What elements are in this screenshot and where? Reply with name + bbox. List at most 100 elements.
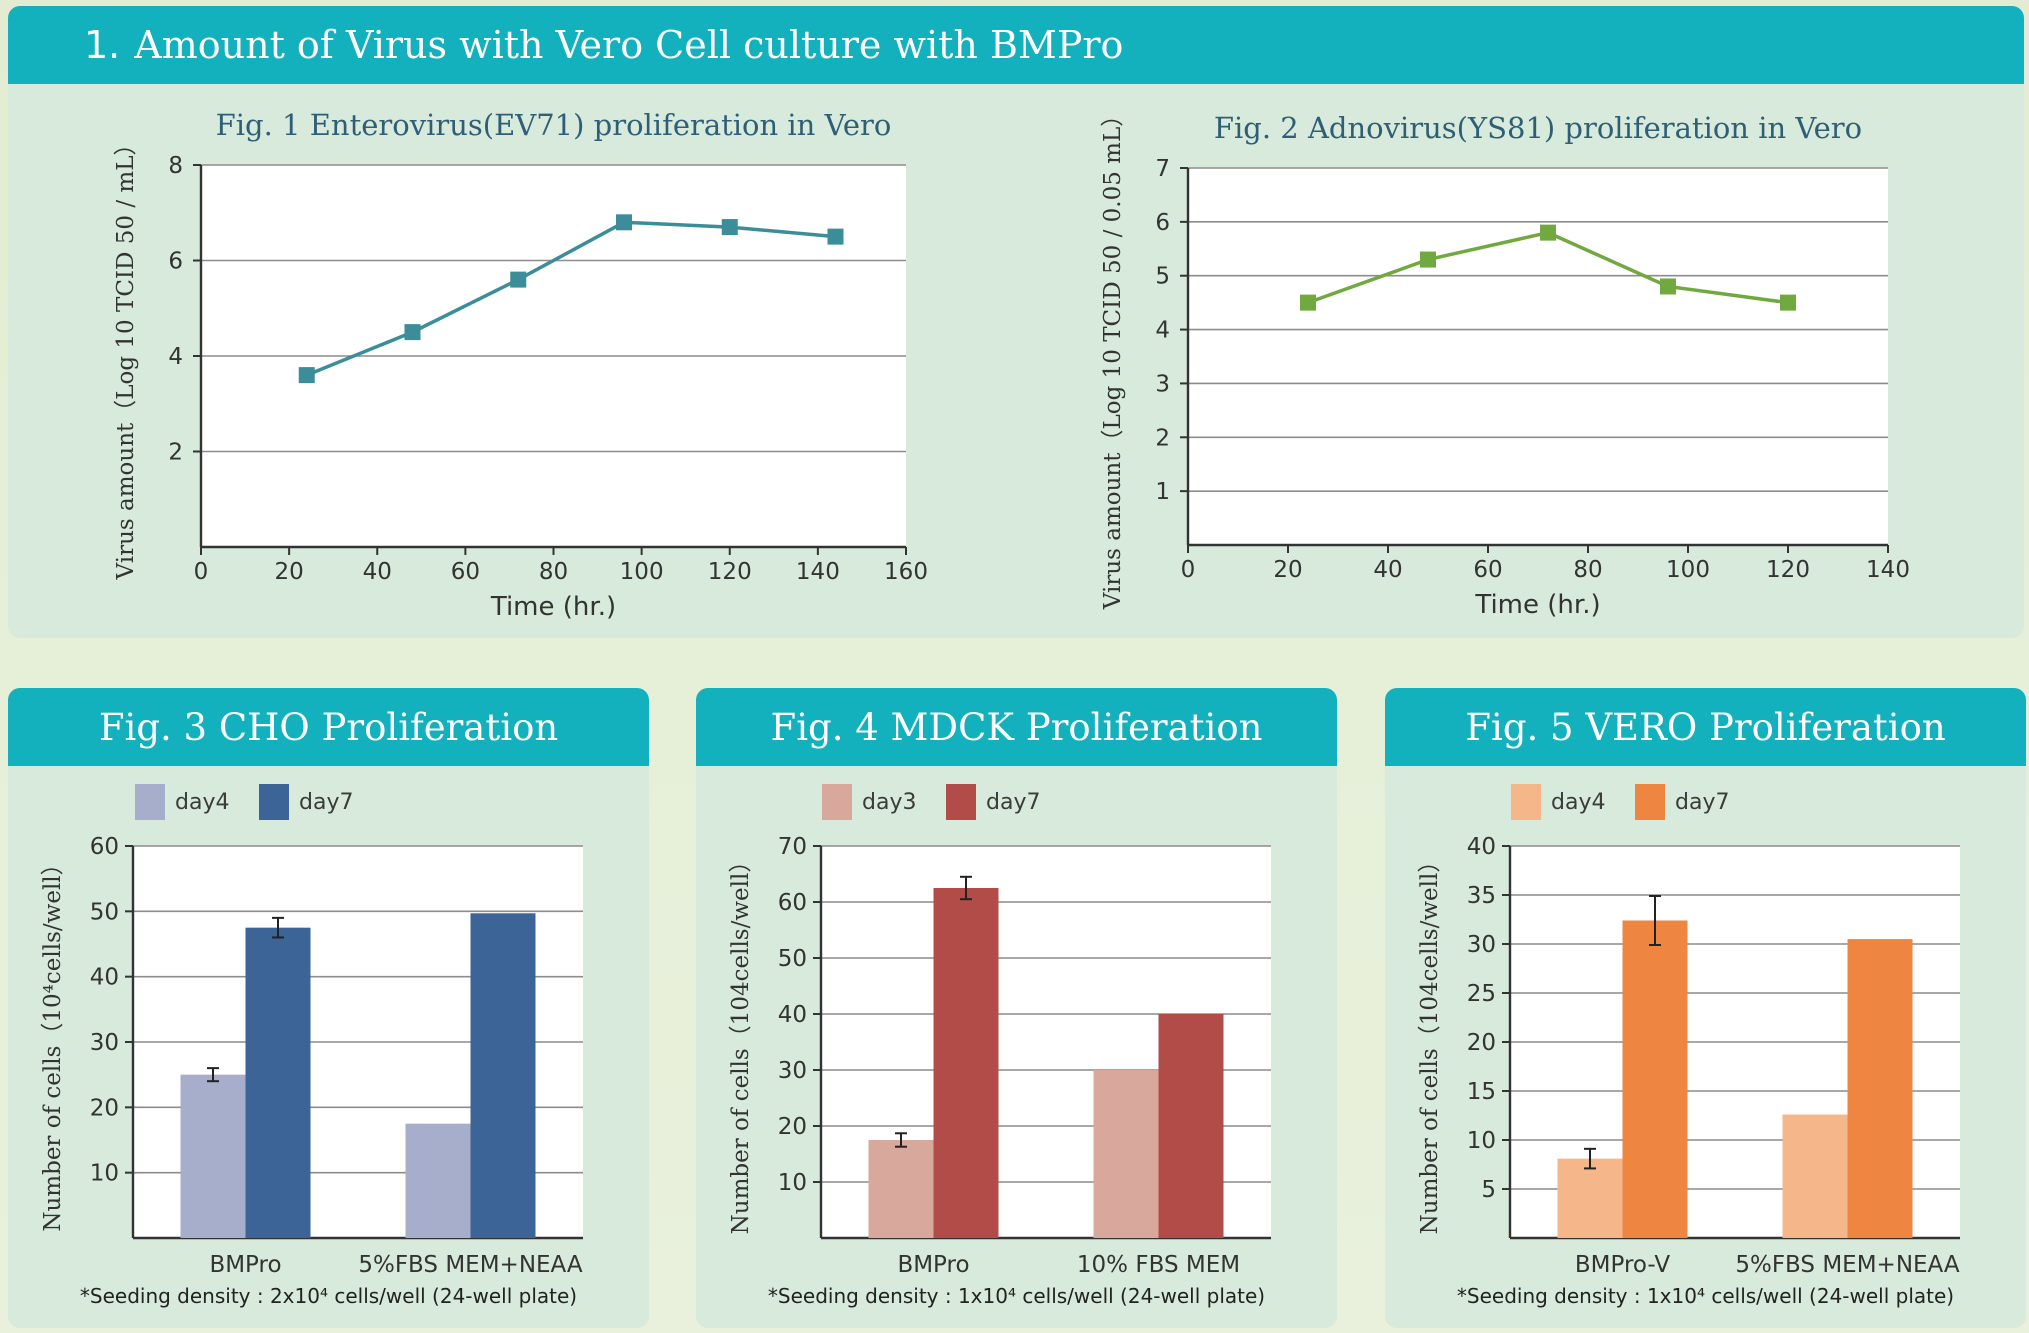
fig5-bar: [1782, 1114, 1848, 1238]
fig3-bar: [405, 1123, 471, 1238]
fig1-x-tick-label: 60: [451, 559, 480, 585]
fig5-category-label: 5%FBS MEM+NEAA: [1735, 1252, 1960, 1278]
fig3-footnote: *Seeding density : 2x10⁴ cells/well (24-…: [79, 1284, 578, 1308]
fig2-data-point: [1540, 224, 1556, 241]
fig1-x-tick-label: 100: [620, 559, 664, 585]
fig4-legend: day3 day7: [696, 784, 1337, 824]
fig5-category-label: BMPro-V: [1575, 1252, 1670, 1278]
fig4-bar: [868, 1140, 934, 1238]
fig5-legend-item-b: day7: [1635, 784, 1729, 820]
fig2-y-tick-label: 3: [1155, 371, 1170, 397]
fig1-data-point: [827, 228, 844, 245]
fig1-data-point: [721, 219, 738, 236]
fig2-title-prefix: Fig. 2: [1214, 111, 1308, 145]
section-title: Amount of Virus with Vero Cell culture w…: [134, 23, 1124, 67]
fig2-x-tick-label: 80: [1573, 557, 1602, 583]
fig5-header: Fig. 5 VERO Proliferation: [1385, 688, 2026, 766]
fig1-x-tick-label: 20: [274, 559, 303, 585]
fig4-y-label: Number of cells（104cells/well）: [728, 850, 754, 1235]
fig1-x-tick-label: 80: [539, 559, 568, 585]
fig1-y-tick-label: 2: [168, 440, 183, 466]
fig1-x-tick-label: 120: [708, 559, 752, 585]
fig2-plot-area: [1188, 168, 1888, 545]
fig4-y-tick-label: 70: [778, 834, 807, 860]
fig5-y-tick-label: 15: [1467, 1079, 1496, 1105]
fig2-y-tick-label: 6: [1155, 210, 1170, 236]
fig4-legend-item-a: day3: [822, 784, 916, 820]
virus-amount-panel: 1. Amount of Virus with Vero Cell cultur…: [8, 6, 2024, 638]
fig1-y-tick-label: 8: [168, 153, 183, 179]
section-header: 1. Amount of Virus with Vero Cell cultur…: [8, 6, 2024, 84]
fig3-chart: 10 20 30 40 50 60 Number of cells（10⁴cells/wel…: [40, 834, 583, 1278]
fig3-y-tick-label: 40: [90, 965, 119, 991]
fig3-bar: [180, 1074, 246, 1238]
fig3-y-label: Number of cells（10⁴cells/well）: [40, 852, 66, 1231]
fig2-x-tick-label: 60: [1473, 557, 1502, 583]
fig4-title: Fig. 4 MDCK Proliferation: [770, 705, 1263, 749]
fig5-legend-swatch-a: [1511, 784, 1541, 820]
fig3-legend: day4 day7: [8, 784, 649, 824]
fig4-legend-label-a: day3: [862, 789, 917, 815]
fig3-legend-swatch-b: [259, 784, 289, 820]
fig5-legend-swatch-b: [1635, 784, 1665, 820]
fig2-y-tick-label: 4: [1155, 318, 1170, 344]
fig5-chart: 5 10 15 20 25 30 35 40 Number of cells（104cells/…: [1417, 834, 1960, 1278]
fig1-data-point: [404, 324, 421, 341]
fig3-bar: [245, 927, 311, 1238]
fig5-legend-label-b: day7: [1675, 789, 1730, 815]
fig3-y-tick-label: 30: [90, 1030, 119, 1056]
fig4-legend-swatch-b: [946, 784, 976, 820]
fig2-x-tick-label: 100: [1666, 557, 1710, 583]
fig4-bar: [1093, 1070, 1159, 1238]
fig5-legend: day4 day7: [1385, 784, 2026, 824]
fig3-category-label: 5%FBS MEM+NEAA: [358, 1252, 583, 1278]
fig4-bar: [933, 888, 999, 1238]
fig2-x-label: Time (hr.): [1474, 590, 1600, 620]
fig2-data-point: [1300, 294, 1316, 311]
fig5-footnote: *Seeding density : 1x10⁴ cells/well (24-…: [1456, 1284, 1955, 1308]
fig5-panel: Fig. 5 VERO Proliferation day4 day7 5 10 1…: [1385, 688, 2026, 1328]
fig5-y-tick-label: 40: [1467, 834, 1496, 860]
fig3-title: Fig. 3 CHO Proliferation: [98, 705, 559, 749]
fig2-x-tick-label: 40: [1373, 557, 1402, 583]
fig1-data-point: [298, 367, 315, 384]
fig4-chart: 10 20 30 40 50 60 70 Number of cells（104cells/w…: [728, 834, 1271, 1278]
fig5-y-tick-label: 10: [1467, 1128, 1496, 1154]
fig5-y-tick-label: 5: [1481, 1177, 1496, 1203]
fig2-y-tick-label: 2: [1155, 425, 1170, 451]
fig5-y-tick-label: 25: [1467, 981, 1496, 1007]
fig3-legend-item-b: day7: [259, 784, 353, 820]
fig4-header: Fig. 4 MDCK Proliferation: [696, 688, 1337, 766]
fig4-legend-swatch-a: [822, 784, 852, 820]
fig5-y-tick-label: 20: [1467, 1030, 1496, 1056]
fig4-footnote: *Seeding density : 1x10⁴ cells/well (24-…: [767, 1284, 1266, 1308]
fig3-legend-label-b: day7: [299, 789, 354, 815]
fig1-series-line: [306, 220, 836, 377]
fig2-y-label: Virus amount（Log 10 TCID 50 / 0.05 mL）: [1100, 104, 1126, 610]
fig1-x-tick-label: 40: [363, 559, 392, 585]
fig1-y-tick-label: 4: [168, 344, 183, 370]
fig1-title-text: Enterovirus(EV71) proliferation in Vero: [310, 108, 892, 142]
fig3-bar: [470, 913, 536, 1238]
fig5-title: Fig. 5 VERO Proliferation: [1465, 705, 1946, 749]
fig5-bar: [1847, 939, 1913, 1238]
fig3-legend-item-a: day4: [135, 784, 229, 820]
fig3-y-tick-label: 60: [90, 834, 119, 860]
fig3-legend-label-a: day4: [175, 789, 230, 815]
fig2-data-point: [1660, 278, 1676, 295]
fig1-data-point: [510, 271, 527, 288]
fig3-y-tick-label: 50: [90, 899, 119, 925]
fig5-legend-item-a: day4: [1511, 784, 1605, 820]
fig2-y-tick-label: 7: [1155, 156, 1170, 182]
fig4-legend-label-b: day7: [986, 789, 1041, 815]
fig5-y-label: Number of cells（104cells/well）: [1417, 850, 1443, 1235]
fig4-y-tick-label: 30: [778, 1058, 807, 1084]
fig3-y-tick-label: 10: [90, 1161, 119, 1187]
fig1-x-tick-label: 160: [884, 559, 928, 585]
fig4-y-tick-label: 50: [778, 946, 807, 972]
fig2-title-text: Adnovirus(YS81) proliferation in Vero: [1307, 111, 1862, 145]
fig2-x-tick-label: 20: [1273, 557, 1302, 583]
fig4-y-tick-label: 20: [778, 1114, 807, 1140]
fig4-panel: Fig. 4 MDCK Proliferation day3 day7 10 20…: [696, 688, 1337, 1328]
